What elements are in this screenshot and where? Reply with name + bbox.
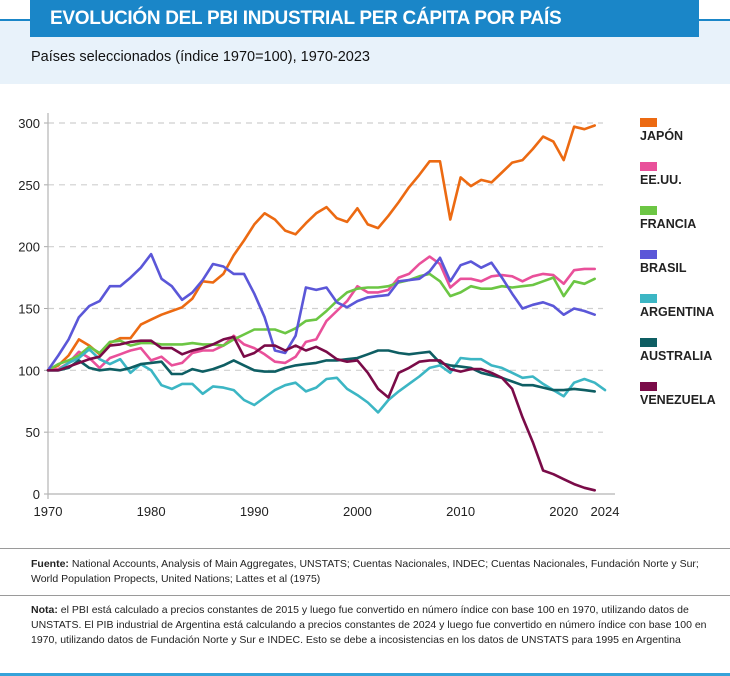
chart-subtitle: Países seleccionados (índice 1970=100), … — [31, 49, 370, 65]
source-text: Fuente: National Accounts, Analysis of M… — [31, 557, 701, 587]
legend-item: ARGENTINA — [640, 294, 716, 338]
legend-item: VENEZUELA — [640, 382, 716, 426]
y-tick-label: 200 — [18, 240, 40, 255]
series-lines — [46, 124, 607, 492]
grid-lines — [48, 122, 603, 433]
note-text: Nota: el PBI está calculado a precios co… — [31, 603, 711, 648]
legend-item: BRASIL — [640, 250, 716, 294]
axes: 0 50 100 150 200 250 300 1970 1980 1990 2000 2010 20… — [18, 113, 619, 519]
y-tick-label: 300 — [18, 116, 40, 131]
x-tick-label: 2010 — [446, 504, 475, 519]
legend-label: JAPÓN — [640, 129, 684, 143]
x-tick-label: 1980 — [137, 504, 166, 519]
series-line-francia — [46, 272, 597, 372]
series-line-argentina — [46, 348, 607, 414]
series-line-venezuela — [46, 335, 597, 492]
source-body: National Accounts, Analysis of Main Aggr… — [31, 558, 699, 585]
legend-label: FRANCIA — [640, 217, 697, 231]
y-tick-label: 0 — [33, 487, 40, 502]
x-tick-label: 2024 — [591, 504, 620, 519]
legend-label: EE.UU. — [640, 173, 682, 187]
legend-label: VENEZUELA — [640, 393, 716, 407]
line-chart: 0 50 100 150 200 250 300 1970 1980 1990 2000 2010 20… — [18, 113, 619, 519]
y-tick-label: 100 — [18, 363, 40, 378]
legend-label: AUSTRALIA — [640, 349, 713, 363]
bottom-border — [0, 673, 730, 676]
legend-swatch — [640, 118, 657, 127]
y-tick-label: 50 — [26, 425, 40, 440]
legend-swatch — [640, 250, 657, 259]
legend-swatch — [640, 206, 657, 215]
y-tick-label: 250 — [18, 178, 40, 193]
x-tick-label: 2000 — [343, 504, 372, 519]
divider — [0, 548, 730, 549]
x-tick-label: 1990 — [240, 504, 269, 519]
legend-swatch — [640, 162, 657, 171]
legend-item: EE.UU. — [640, 162, 716, 206]
chart-title: EVOLUCIÓN DEL PBI INDUSTRIAL PER CÁPITA … — [30, 0, 699, 37]
divider — [0, 595, 730, 596]
series-line-eeuu — [46, 255, 597, 372]
series-line-japn — [46, 124, 597, 372]
legend-item: JAPÓN — [640, 118, 716, 162]
x-tick-label: 2020 — [549, 504, 578, 519]
legend-item: AUSTRALIA — [640, 338, 716, 382]
x-tick-label: 1970 — [34, 504, 63, 519]
legend-label: ARGENTINA — [640, 305, 715, 319]
legend-swatch — [640, 338, 657, 347]
legend: JAPÓN EE.UU. FRANCIA BRASIL ARGENTINA AUSTRAL… — [640, 118, 716, 426]
note-label: Nota: — [31, 604, 58, 616]
source-label: Fuente: — [31, 558, 69, 570]
legend-item: FRANCIA — [640, 206, 716, 250]
note-body: el PBI está calculado a precios constant… — [31, 604, 707, 646]
series-line-brasil — [46, 252, 597, 372]
legend-swatch — [640, 382, 657, 391]
legend-swatch — [640, 294, 657, 303]
y-tick-label: 150 — [18, 302, 40, 317]
legend-label: BRASIL — [640, 261, 687, 275]
